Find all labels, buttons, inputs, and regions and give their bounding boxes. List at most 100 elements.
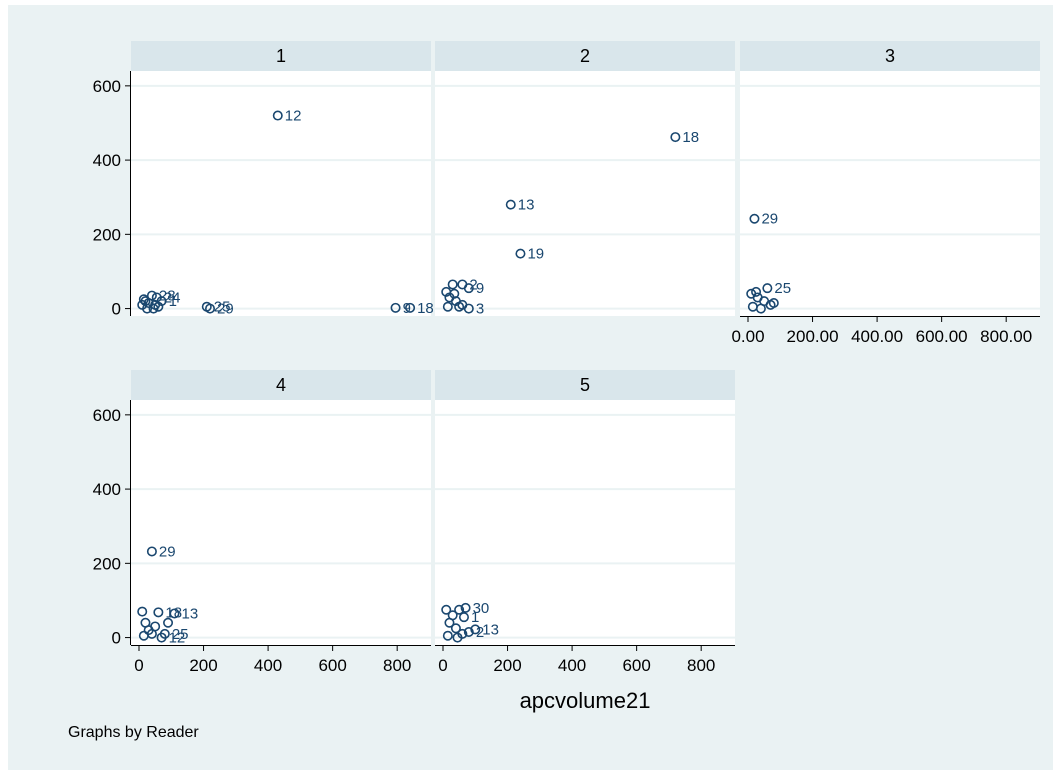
- x-tick-label: 0: [438, 656, 447, 675]
- panel-strip-label: 2: [580, 46, 590, 66]
- y-tick-label: 0: [112, 300, 121, 319]
- data-point-label: 13: [518, 197, 535, 214]
- data-point-label: 1: [471, 609, 479, 626]
- panel-strip: [740, 41, 1040, 71]
- x-tick-label: 400: [558, 656, 586, 675]
- data-point: [447, 279, 458, 290]
- data-point-label: 25: [172, 626, 189, 643]
- y-tick-label: 200: [93, 225, 121, 244]
- x-tick-label: 200: [493, 656, 521, 675]
- data-point: [768, 298, 779, 309]
- plot-area: [131, 400, 431, 645]
- chart-figure: 1 0 200 400 600 12 25 29 9 18 28 24 1 2 18 13 19 2 9 3 3 0.00…: [8, 5, 1053, 770]
- data-point: [146, 546, 157, 557]
- x-tick-label: 0.00: [731, 327, 764, 346]
- x-axis-title: apcvolume21: [520, 688, 651, 713]
- data-point: [670, 132, 681, 143]
- data-point: [390, 302, 401, 313]
- y-tick-label: 600: [93, 406, 121, 425]
- data-point: [751, 286, 762, 297]
- data-point-label: 29: [761, 211, 778, 228]
- data-point-label: 12: [169, 630, 186, 647]
- data-point: [205, 303, 216, 314]
- data-point-label: 28: [159, 288, 176, 305]
- panel-strip: [435, 370, 735, 400]
- panel-3: 3 0.00 200.00 400.00 600.00 800.00 29 25: [731, 41, 1040, 346]
- data-point: [169, 608, 180, 619]
- x-tick-label: 800: [687, 656, 715, 675]
- panel-strip-label: 4: [276, 375, 286, 395]
- data-point-label: 25: [214, 299, 231, 316]
- data-point-label: 13: [182, 605, 199, 622]
- data-point: [470, 624, 481, 635]
- data-point: [460, 602, 471, 613]
- data-point: [755, 303, 766, 314]
- data-point: [150, 299, 161, 310]
- y-tick-label: 0: [112, 629, 121, 648]
- data-point-label: 9: [403, 300, 411, 317]
- data-point-label: 18: [682, 129, 699, 146]
- panel-strip-label: 1: [276, 46, 286, 66]
- x-tick-label: 400.00: [851, 327, 903, 346]
- x-tick-label: 200.00: [787, 327, 839, 346]
- data-point: [458, 612, 469, 623]
- y-tick-label: 400: [93, 480, 121, 499]
- panel-strip-label: 5: [580, 375, 590, 395]
- data-point: [505, 199, 516, 210]
- data-point: [442, 630, 453, 641]
- data-point: [156, 632, 167, 643]
- data-point: [452, 632, 463, 643]
- data-point: [454, 301, 465, 312]
- data-point: [138, 294, 149, 305]
- graphs-by-note: Graphs by Reader: [68, 724, 199, 741]
- data-point-label: 19: [527, 246, 544, 263]
- data-point: [762, 283, 773, 294]
- x-tick-label: 600.00: [916, 327, 968, 346]
- data-point-label: 18: [417, 300, 434, 317]
- data-point-label: 2: [476, 624, 484, 641]
- data-point: [463, 283, 474, 294]
- data-point: [153, 607, 164, 618]
- y-tick-label: 600: [93, 77, 121, 96]
- data-point-label: 2: [469, 276, 477, 293]
- panel-strip: [435, 41, 735, 71]
- data-point-label: 3: [476, 301, 484, 318]
- x-tick-label: 200: [189, 656, 217, 675]
- data-point: [449, 288, 460, 299]
- data-point: [454, 604, 465, 615]
- data-point: [450, 623, 461, 634]
- data-point: [463, 303, 474, 314]
- plot-area: [435, 400, 735, 645]
- data-point: [405, 302, 416, 313]
- plot-area: [131, 71, 431, 316]
- data-point-label: 29: [159, 543, 176, 560]
- data-point-label: 13: [482, 621, 499, 638]
- x-tick-label: 800: [383, 656, 411, 675]
- x-tick-label: 800.00: [980, 327, 1032, 346]
- data-point: [515, 248, 526, 259]
- x-tick-label: 600: [318, 656, 346, 675]
- y-tick-label: 400: [93, 151, 121, 170]
- data-point-label: 18: [165, 604, 182, 621]
- data-point-label: 29: [217, 301, 234, 318]
- data-point: [142, 303, 153, 314]
- panel-strip: [131, 41, 431, 71]
- plot-area: [740, 71, 1040, 316]
- data-point: [146, 628, 157, 639]
- data-point-label: 9: [476, 280, 484, 297]
- panel-strip-label: 3: [885, 46, 895, 66]
- data-point: [441, 604, 452, 615]
- y-tick-label: 200: [93, 554, 121, 573]
- data-point-label: 25: [774, 280, 791, 297]
- data-point-label: 12: [285, 108, 302, 125]
- data-point-label: 1: [169, 293, 177, 310]
- data-point: [163, 617, 174, 628]
- plot-area: [435, 71, 735, 316]
- panel-strip: [131, 370, 431, 400]
- data-point: [442, 301, 453, 312]
- data-point: [463, 627, 474, 638]
- data-point-label: 30: [473, 600, 490, 617]
